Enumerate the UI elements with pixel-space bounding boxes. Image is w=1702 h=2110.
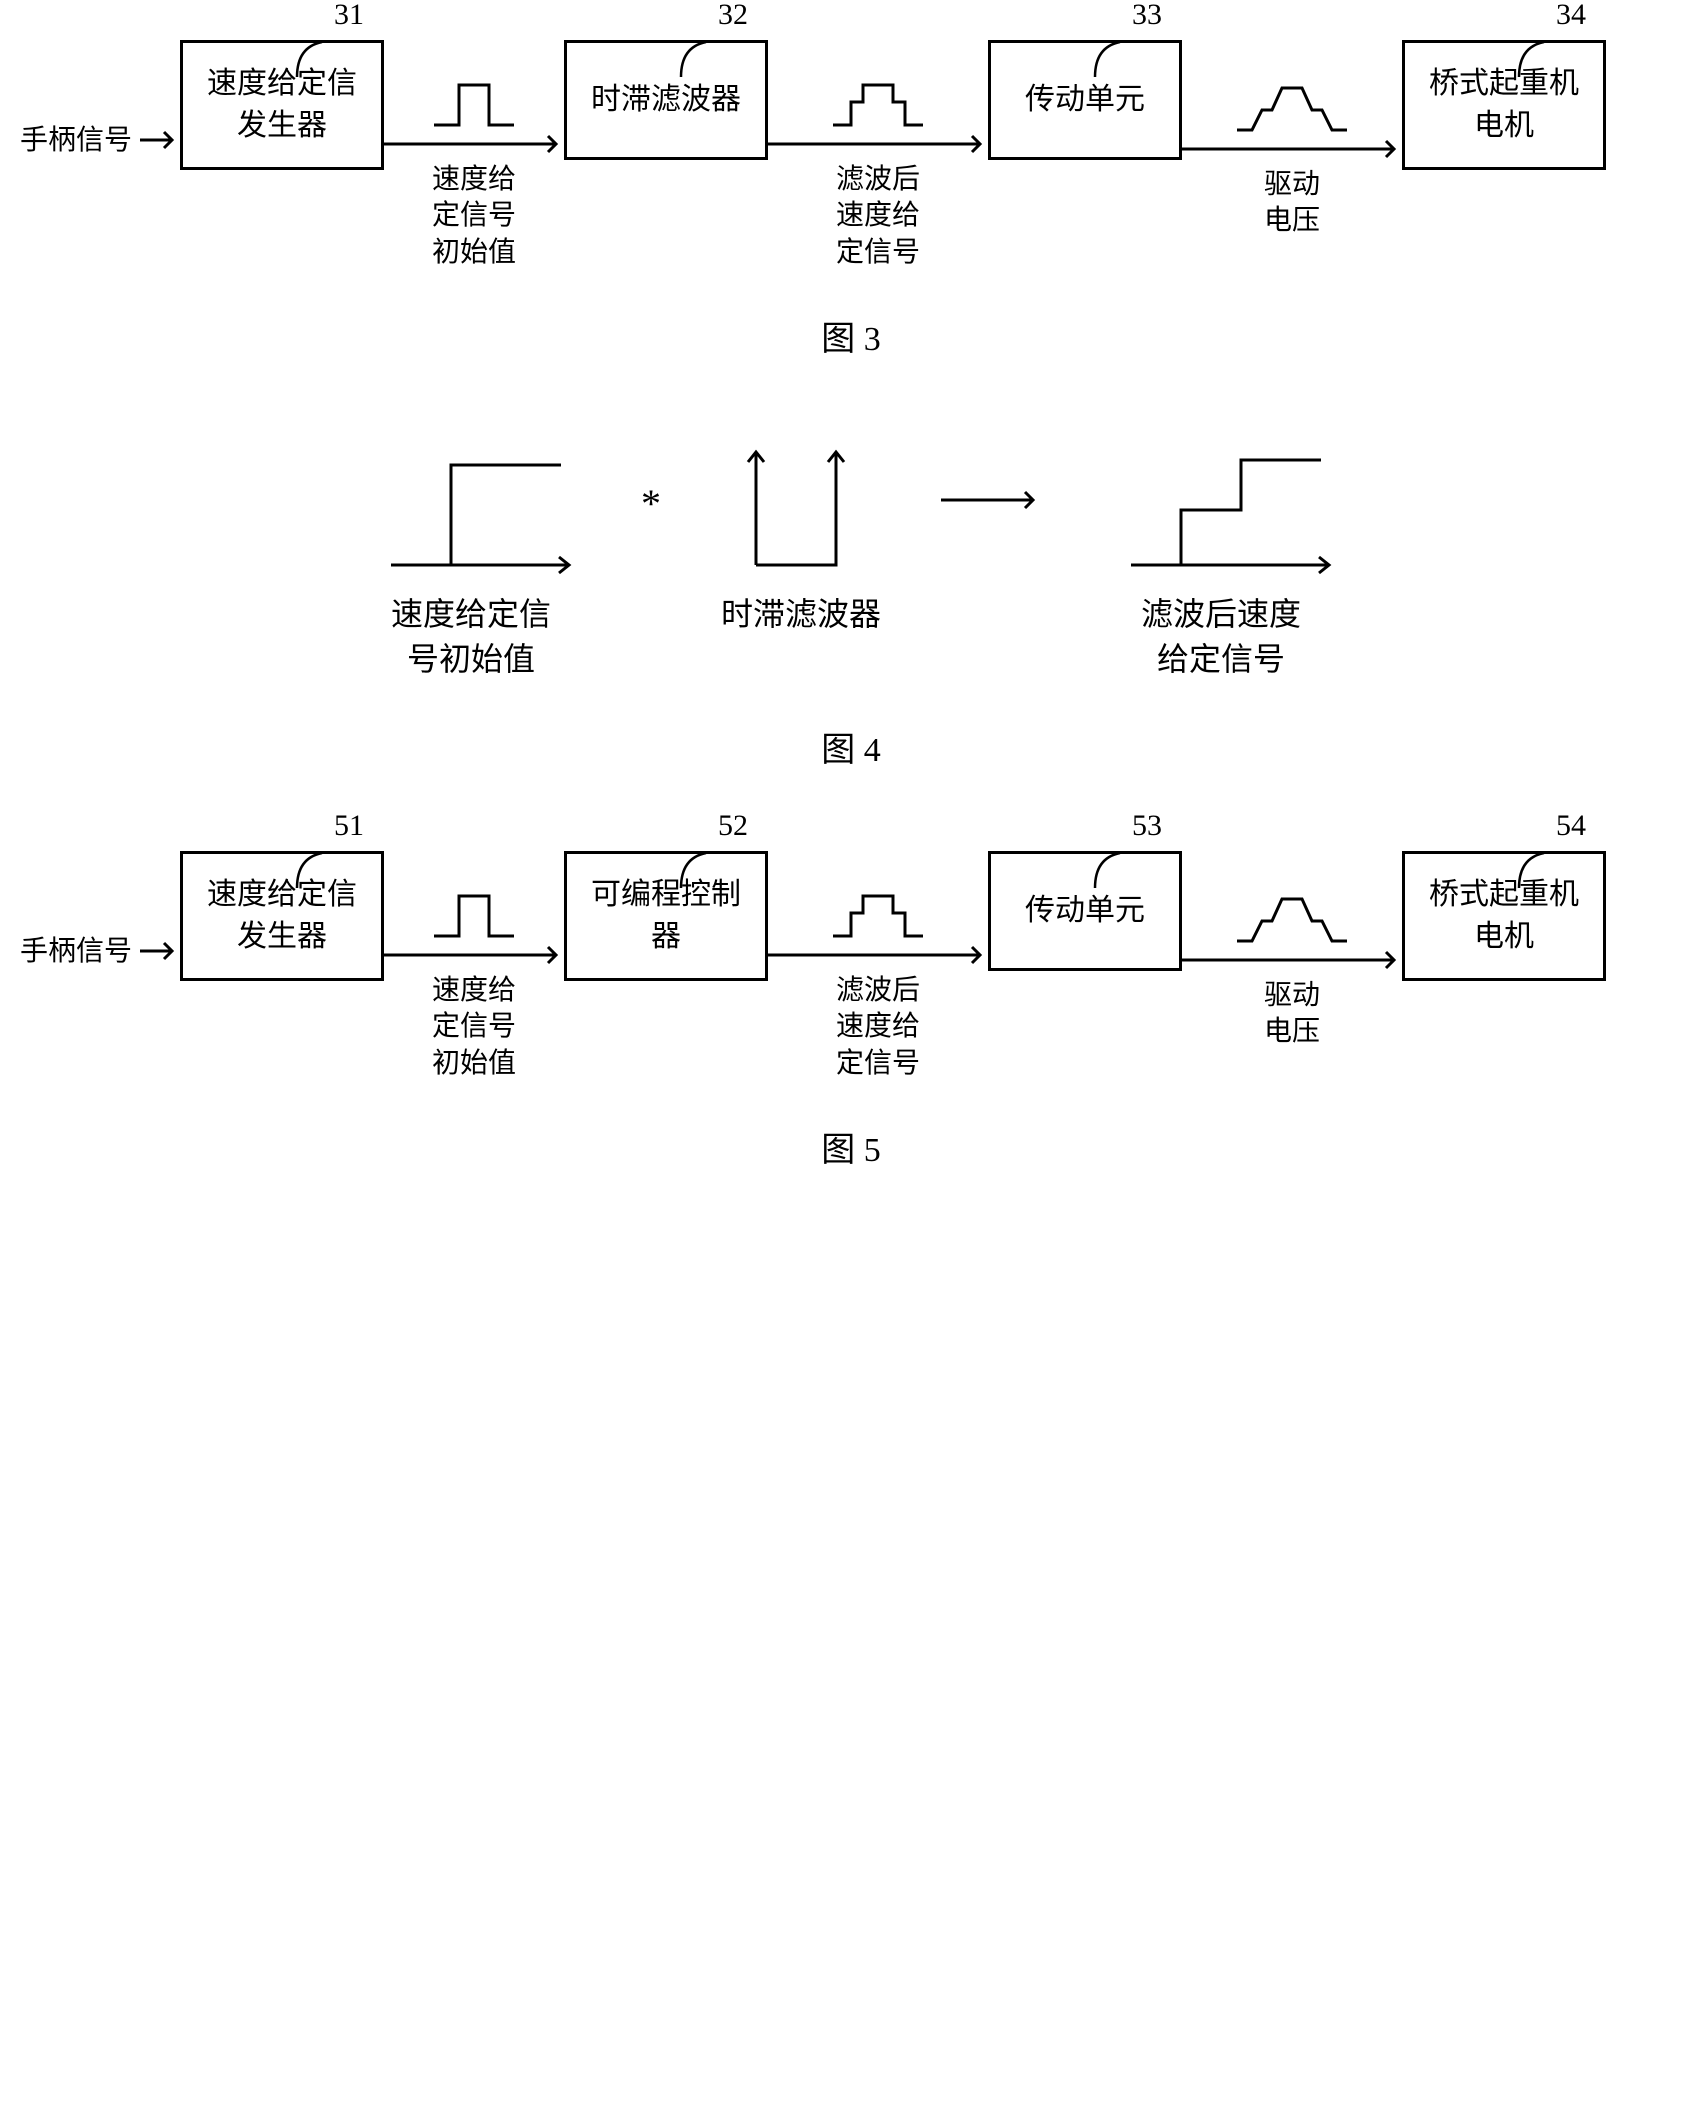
fig5-arrow-3: 驱动 电压 xyxy=(1182,851,1402,1051)
input-arrow xyxy=(140,851,180,966)
fig5-flow: 手柄信号 51 速度给定信 发生器 xyxy=(20,851,1682,1082)
fig5-box-4: 桥式起重机 电机 xyxy=(1402,851,1606,981)
fig5-callout-4: 54 xyxy=(1556,809,1586,843)
fig3-callout-1: 31 xyxy=(334,0,364,32)
fig3-box-4: 桥式起重机 电机 xyxy=(1402,40,1606,170)
fig3-caption: 图 3 xyxy=(20,311,1682,360)
fig4-content: 速度给定信 号初始值 * 时滞滤波器 xyxy=(20,440,1682,682)
trapezoid-pulse-icon xyxy=(1237,891,1347,946)
rect-pulse-icon xyxy=(434,80,514,130)
figure-3: 手柄信号 31 速度给定信 发生器 xyxy=(20,40,1682,360)
figure-5: 手柄信号 51 速度给定信 发生器 xyxy=(20,851,1682,1171)
fig4-item-3: 滤波后速度 给定信号 xyxy=(1101,440,1341,682)
fig5-caption: 图 5 xyxy=(20,1122,1682,1171)
fig3-signal-label-2: 滤波后 速度给 定信号 xyxy=(836,162,920,271)
box-text: 电机 xyxy=(1429,916,1579,958)
box-text: 速度给定信 xyxy=(207,874,357,916)
box-text: 时滞滤波器 xyxy=(591,79,741,121)
callout-curve-icon xyxy=(1090,843,1130,893)
callout-curve-icon xyxy=(676,843,716,893)
fig5-box1-wrapper: 51 速度给定信 发生器 xyxy=(180,851,384,981)
fig3-box-2: 时滞滤波器 xyxy=(564,40,768,160)
fig3-box3-wrapper: 33 传动单元 xyxy=(988,40,1182,160)
fig5-signal-label-2: 滤波后 速度给 定信号 xyxy=(836,973,920,1082)
fig4-item-1: 速度给定信 号初始值 xyxy=(361,440,581,682)
fig3-box1-wrapper: 31 速度给定信 发生器 xyxy=(180,40,384,170)
fig3-box-3: 传动单元 xyxy=(988,40,1182,160)
stepped-pulse-icon xyxy=(833,80,923,130)
box-text: 桥式起重机 xyxy=(1429,874,1579,916)
box-text: 速度给定信 xyxy=(207,63,357,105)
fig4-result-arrow xyxy=(941,440,1041,515)
box-text: 发生器 xyxy=(207,105,357,147)
rect-pulse-icon xyxy=(434,891,514,941)
figure-4: 速度给定信 号初始值 * 时滞滤波器 xyxy=(20,440,1682,771)
fig3-callout-2: 32 xyxy=(718,0,748,32)
box-text: 器 xyxy=(591,916,741,958)
fig4-label-2: 时滞滤波器 xyxy=(721,592,881,637)
callout-curve-icon xyxy=(1514,32,1554,82)
fig3-box-1: 速度给定信 发生器 xyxy=(180,40,384,170)
callout-curve-icon xyxy=(292,32,332,82)
fig5-callout-2: 52 xyxy=(718,809,748,843)
fig5-box-2: 可编程控制 器 xyxy=(564,851,768,981)
stepped-signal-icon xyxy=(1101,440,1341,580)
fig5-box3-wrapper: 53 传动单元 xyxy=(988,851,1182,971)
fig5-callout-3: 53 xyxy=(1132,809,1162,843)
fig3-box2-wrapper: 32 时滞滤波器 xyxy=(564,40,768,160)
fig4-convolution-operator: * xyxy=(641,440,661,527)
callout-curve-icon xyxy=(1514,843,1554,893)
fig5-arrow-1: 速度给 定信号 初始值 xyxy=(384,851,564,1082)
box-text: 可编程控制 xyxy=(591,874,741,916)
fig4-item-2: 时滞滤波器 xyxy=(721,440,881,637)
fig3-box4-wrapper: 34 桥式起重机 电机 xyxy=(1402,40,1606,170)
trapezoid-pulse-icon xyxy=(1237,80,1347,135)
callout-curve-icon xyxy=(676,32,716,82)
fig5-arrow-2: 滤波后 速度给 定信号 xyxy=(768,851,988,1082)
fig5-signal-label-3: 驱动 电压 xyxy=(1264,978,1320,1051)
callout-curve-icon xyxy=(292,843,332,893)
fig3-callout-4: 34 xyxy=(1556,0,1586,32)
box-text: 发生器 xyxy=(207,916,357,958)
fig3-arrow-1: 速度给 定信号 初始值 xyxy=(384,40,564,271)
fig4-label-1: 速度给定信 号初始值 xyxy=(391,592,551,682)
fig3-signal-label-3: 驱动 电压 xyxy=(1264,167,1320,240)
fig5-signal-label-1: 速度给 定信号 初始值 xyxy=(432,973,516,1082)
box-text: 电机 xyxy=(1429,105,1579,147)
fig3-callout-3: 33 xyxy=(1132,0,1162,32)
fig5-box4-wrapper: 54 桥式起重机 电机 xyxy=(1402,851,1606,981)
box-text: 传动单元 xyxy=(1025,890,1145,932)
input-arrow xyxy=(140,40,180,155)
fig4-label-3: 滤波后速度 给定信号 xyxy=(1141,592,1301,682)
fig3-arrow-3: 驱动 电压 xyxy=(1182,40,1402,240)
fig5-callout-1: 51 xyxy=(334,809,364,843)
box-text: 传动单元 xyxy=(1025,79,1145,121)
fig5-box2-wrapper: 52 可编程控制 器 xyxy=(564,851,768,981)
impulse-filter-icon xyxy=(726,440,876,580)
fig5-box-1: 速度给定信 发生器 xyxy=(180,851,384,981)
box-text: 桥式起重机 xyxy=(1429,63,1579,105)
fig3-signal-label-1: 速度给 定信号 初始值 xyxy=(432,162,516,271)
step-signal-icon xyxy=(361,440,581,580)
fig4-caption: 图 4 xyxy=(20,722,1682,771)
fig3-arrow-2: 滤波后 速度给 定信号 xyxy=(768,40,988,271)
callout-curve-icon xyxy=(1090,32,1130,82)
fig5-input-label: 手柄信号 xyxy=(20,851,140,969)
stepped-pulse-icon xyxy=(833,891,923,941)
fig5-box-3: 传动单元 xyxy=(988,851,1182,971)
fig3-input-label: 手柄信号 xyxy=(20,40,140,158)
fig3-flow: 手柄信号 31 速度给定信 发生器 xyxy=(20,40,1682,271)
